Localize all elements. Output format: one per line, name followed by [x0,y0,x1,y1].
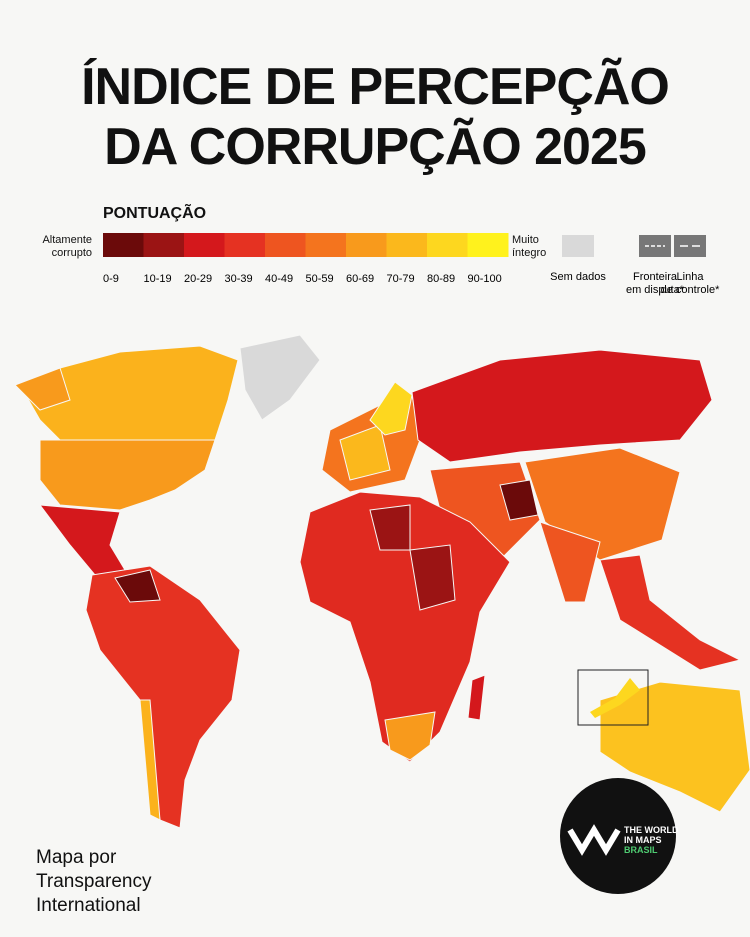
legend-extra-label: Sem dados [550,271,606,283]
legend-extra-line-text: Linha [677,271,705,283]
sudan [409,544,456,611]
afghanistan [499,479,539,521]
legend-swatch [184,233,225,257]
russia [411,349,713,463]
legend-bin-label: 50-59 [306,273,334,285]
legend-low-label: Altamente corrupto [42,234,92,259]
credit-line: Mapa por [36,847,117,868]
logo-mark [567,824,621,856]
logo-text: THE WORLD [624,825,679,835]
inset-frame [577,669,649,726]
title-line: ÍNDICE DE PERCEPÇÃO [81,58,670,116]
legend-extra-line-text: de controle* [661,284,720,296]
legend-bin-label: 60-69 [346,273,374,285]
new-zealand [590,678,640,718]
legend-swatch [467,233,509,257]
legend-swatch [143,233,185,257]
south-africa [384,711,436,761]
credit: Mapa por Transparency International [36,846,151,918]
legend-title: PONTUAÇÃO [103,205,207,222]
alaska [14,367,71,411]
legend-bin-label: 0-9 [103,273,119,285]
credit-line: Transparency [36,871,152,892]
logo-text: BRASIL [624,845,658,855]
logo-circle [560,778,676,894]
africa [299,491,511,763]
chile [139,699,161,821]
canada [19,345,239,441]
legend-extra-swatch [562,235,594,257]
legend-bin-label: 40-49 [265,273,293,285]
australia [599,681,750,813]
legend-bin-label: 20-29 [184,273,212,285]
legend-swatch [427,233,468,257]
legend-extra-line-text: Sem dados [550,271,606,283]
credit-line: International [36,895,141,916]
title-line: DA CORRUPÇÃO 2025 [104,118,647,176]
legend-bin-label: 70-79 [387,273,415,285]
mexico [38,504,126,576]
legend-swatch [386,233,428,257]
legend-swatch [346,233,387,257]
greenland [239,334,321,421]
legend-swatch [265,233,306,257]
usa [39,439,216,511]
legend-bin-label: 10-19 [144,273,172,285]
legend-bin-label: 30-39 [225,273,253,285]
world-map [14,334,750,829]
southeast-asia [599,554,742,671]
venezuela [114,569,161,603]
legend-extra-line-text: em disputa* [626,284,685,296]
logo: THE WORLD IN MAPS BRASIL [560,778,679,894]
madagascar [467,674,486,721]
western-europe [339,424,391,481]
legend-extra-swatch [674,235,706,257]
legend-swatch [224,233,266,257]
legend-swatch [305,233,347,257]
legend-extra-label: Fronteira em disputa* [626,271,685,296]
legend-extra-label: Linha de controle* [661,271,720,296]
legend-high-label: Muito íntegro [512,234,547,259]
logo-text: IN MAPS [624,835,662,845]
india [539,521,601,603]
legend-swatch [103,233,144,257]
legend-extra-line-text: Fronteira [633,271,678,283]
south-america [85,565,241,829]
legend-bin-label: 90-100 [468,273,502,285]
legend-bin-label: 80-89 [427,273,455,285]
scandinavia [369,381,413,436]
